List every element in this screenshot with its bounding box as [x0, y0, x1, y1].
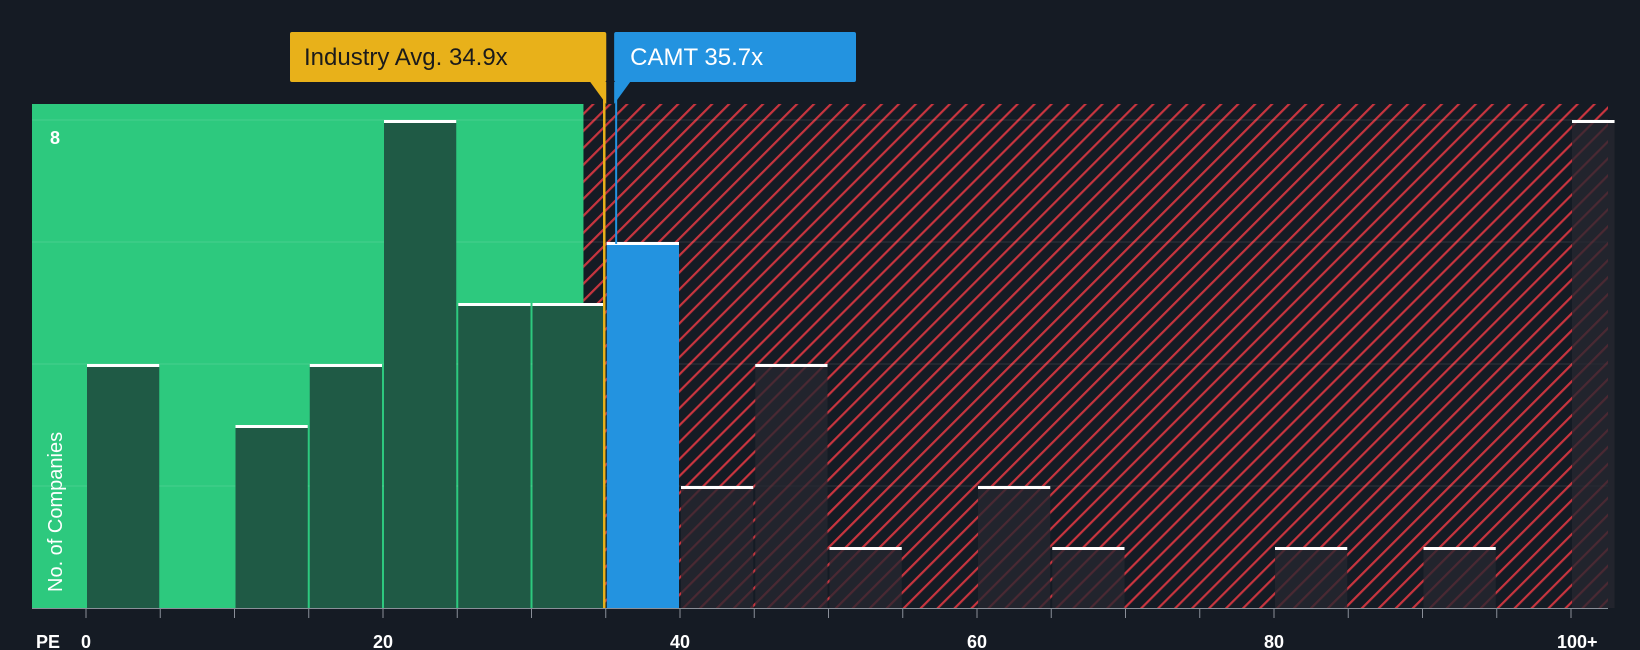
company-pe-callout-box	[614, 32, 856, 82]
x-axis: 80 20 40 60 80 100+	[32, 128, 1608, 650]
histogram-bar	[458, 303, 531, 608]
callouts: Industry Avg. 34.9x CAMT 35.7x	[290, 32, 856, 104]
x-tick-label: 40	[670, 632, 690, 650]
histogram-bar	[1275, 547, 1348, 608]
histogram-bar	[755, 364, 828, 608]
x-tick-label: 0	[81, 632, 91, 650]
overvalued-zone	[583, 104, 1608, 608]
histogram-bar	[87, 364, 160, 608]
company-pe-label: CAMT 35.7x	[630, 44, 763, 71]
histogram-bars	[87, 120, 1615, 608]
histogram-bar	[606, 242, 679, 608]
histogram-bar	[309, 364, 382, 608]
marker-lines	[603, 80, 618, 608]
histogram-bar	[681, 486, 754, 608]
x-tick-label: 80	[1264, 632, 1284, 650]
x-tick-label: 100+	[1557, 632, 1598, 650]
industry-average-callout-pointer	[590, 82, 607, 104]
industry-average-label: Industry Avg. 34.9x	[304, 44, 508, 71]
x-axis-label: PE	[36, 632, 60, 650]
histogram-bar	[235, 425, 308, 608]
industry-average-callout-box	[290, 32, 607, 82]
histogram-bar	[978, 486, 1051, 608]
histogram-bar	[829, 547, 902, 608]
y-tick-label: 8	[50, 128, 60, 148]
y-axis-label: No. of Companies	[45, 432, 67, 592]
histogram-bar	[1052, 547, 1125, 608]
histogram-bar	[532, 303, 605, 608]
histogram-bar	[1423, 547, 1496, 608]
histogram-bar	[384, 120, 457, 608]
company-pe-callout-pointer	[614, 82, 631, 104]
x-tick-label: 60	[967, 632, 987, 650]
x-tick-label: 20	[373, 632, 393, 650]
histogram-bar	[1572, 120, 1615, 608]
